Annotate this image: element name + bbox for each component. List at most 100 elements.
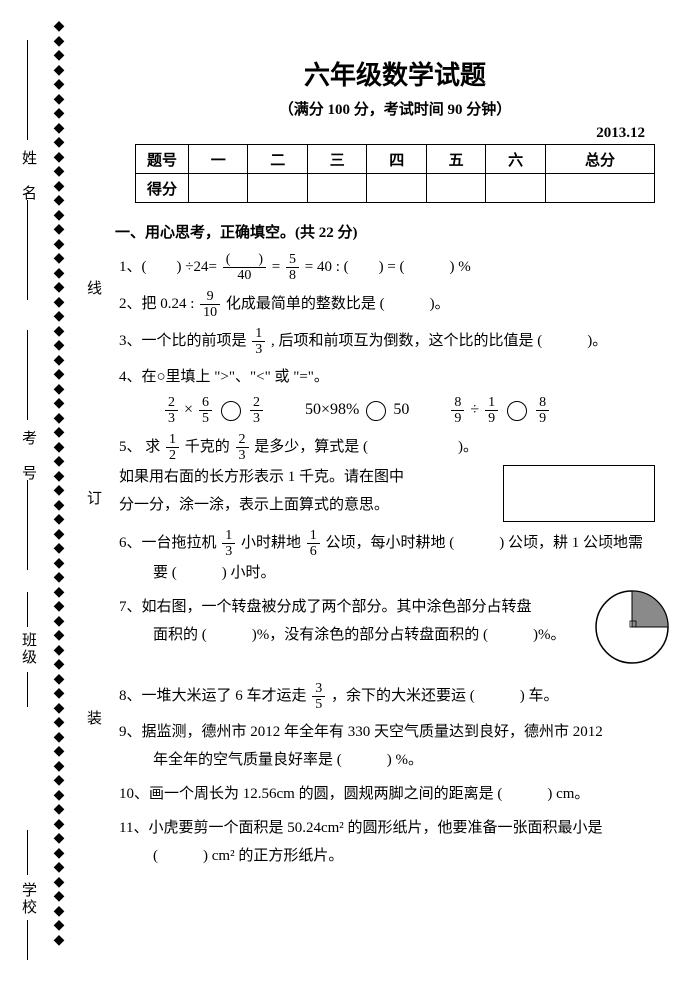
- q5f2-den: 3: [236, 448, 249, 463]
- q5-mid1: 千克的: [185, 439, 234, 455]
- subtitle: （满分 100 分，考试时间 90 分钟）: [115, 98, 675, 119]
- th-5: 五: [426, 145, 485, 174]
- th-2: 二: [248, 145, 307, 174]
- q1-tail: = 40 : ( ) = ( ) %: [305, 259, 471, 275]
- q4c1a-num: 2: [165, 395, 178, 411]
- q5-line3: 分一分，涂一涂，表示上面算式的意思。: [119, 497, 389, 513]
- th-6: 六: [486, 145, 545, 174]
- q6f2-den: 6: [307, 544, 320, 559]
- section-1-title: 一、用心思考，正确填空。(共 22 分): [115, 221, 675, 242]
- q6f1-den: 3: [222, 544, 235, 559]
- question-10: 10、画一个周长为 12.56cm 的圆，圆规两脚之间的距离是 ( ) cm。: [115, 780, 675, 808]
- score-cell-5: [426, 174, 485, 203]
- score-cell-3: [307, 174, 366, 203]
- q7-line2: 面积的 ( )%，没有涂色的部分占转盘面积的 ( )%。: [119, 621, 675, 649]
- question-7: 7、如右图，一个转盘被分成了两个部分。其中涂色部分占转盘 面积的 ( )%，没有…: [115, 593, 675, 675]
- question-1: 1、( ) ÷24= ( )40 = 58 = 40 : ( ) = ( ) %: [115, 252, 675, 283]
- q1-frac2: 58: [286, 252, 299, 283]
- q6-lead: 6、一台拖拉机: [119, 535, 220, 551]
- th-1: 一: [189, 145, 248, 174]
- q4c3-div: ÷: [470, 401, 479, 418]
- q1-frac2-num: 5: [286, 252, 299, 268]
- question-2: 2、把 0.24 : 910 化成最简单的整数比是 ( )。: [115, 289, 675, 320]
- q4c1b-num: 6: [199, 395, 212, 411]
- th-4: 四: [367, 145, 426, 174]
- td-score-label: 得分: [136, 174, 189, 203]
- q3-frac: 13: [252, 326, 265, 357]
- q2-frac-den: 10: [200, 305, 220, 320]
- q5f2-num: 2: [236, 432, 249, 448]
- name-line-bottom: [27, 200, 28, 300]
- q5-tail: 是多少，算式是 ( )。: [254, 439, 478, 455]
- q4c3a-den: 9: [451, 411, 464, 426]
- label-examno: 考 号: [18, 430, 39, 482]
- score-cell-total: [545, 174, 654, 203]
- q6f1-num: 1: [222, 528, 235, 544]
- q4c1a-den: 3: [165, 411, 178, 426]
- score-cell-6: [486, 174, 545, 203]
- q2-lead: 2、把 0.24 :: [119, 296, 198, 312]
- q1-frac1: ( )40: [223, 252, 266, 283]
- q2-tail: 化成最简单的整数比是 ( )。: [226, 296, 450, 312]
- score-table: 题号 一 二 三 四 五 六 总分 得分: [135, 144, 655, 203]
- th-label: 题号: [136, 145, 189, 174]
- q6-tail1: 公顷，每小时耕地 ( ) 公顷，耕 1 公顷地需: [326, 535, 644, 551]
- th-total: 总分: [545, 145, 654, 174]
- q11-line1: 11、小虎要剪一个面积是 50.24cm² 的圆形纸片，他要准备一张面积最小是: [119, 820, 603, 836]
- question-5: 5、 求 12 千克的 23 是多少，算式是 ( )。 如果用右面的长方形表示 …: [115, 432, 675, 522]
- q1-lead: 1、( ) ÷24=: [119, 259, 217, 275]
- q3-lead: 3、一个比的前项是: [119, 333, 250, 349]
- question-3: 3、一个比的前项是 13 , 后项和前项互为倒数，这个比的比值是 ( )。: [115, 326, 675, 357]
- circle-blank-icon: [507, 401, 527, 421]
- q4c3b-den: 9: [485, 411, 498, 426]
- q4c3r-den: 9: [536, 411, 549, 426]
- q4-title: 4、在○里填上 ">"、"<" 或 "="。: [119, 369, 329, 385]
- q4c2-left: 50×98%: [305, 401, 359, 418]
- page-title: 六年级数学试题: [115, 55, 675, 92]
- q6f2-num: 1: [307, 528, 320, 544]
- question-11: 11、小虎要剪一个面积是 50.24cm² 的圆形纸片，他要准备一张面积最小是 …: [115, 814, 675, 870]
- score-cell-1: [189, 174, 248, 203]
- q4-compare-1: 23 × 65 23: [163, 395, 265, 426]
- circle-blank-icon: [366, 401, 386, 421]
- q4c1-mul: ×: [184, 401, 193, 418]
- q3-frac-den: 3: [252, 342, 265, 357]
- class-line-top: [27, 592, 28, 627]
- q2-frac-num: 9: [200, 289, 220, 305]
- question-9: 9、据监测，德州市 2012 年全年有 330 天空气质量达到良好，德州市 20…: [115, 718, 675, 774]
- th-3: 三: [307, 145, 366, 174]
- q8-tail: ，余下的大米还要运 ( ) 车。: [331, 688, 559, 704]
- label-class: 班级: [18, 632, 39, 666]
- q2-frac: 910: [200, 289, 220, 320]
- q3-frac-num: 1: [252, 326, 265, 342]
- exam-date: 2013.12: [115, 125, 675, 142]
- q4c1r-num: 2: [250, 395, 263, 411]
- q8f-den: 5: [312, 697, 325, 712]
- q1-eq1: =: [272, 259, 284, 275]
- q4c3a-num: 8: [451, 395, 464, 411]
- examno-line-bottom: [27, 480, 28, 570]
- dash-label-zhuang: 装: [83, 710, 104, 725]
- q9-line2: 年全年的空气质量良好率是 ( ) %。: [119, 746, 675, 774]
- q8-lead: 8、一堆大米运了 6 车才运走: [119, 688, 310, 704]
- q4c1b-den: 5: [199, 411, 212, 426]
- class-line-bottom: [27, 672, 28, 707]
- pie-chart-icon: [594, 589, 670, 675]
- q4-compare-3: 89 ÷ 19 89: [449, 395, 551, 426]
- label-name: 姓 名: [18, 150, 39, 202]
- q5f1-num: 1: [166, 432, 179, 448]
- q4-compare-2: 50×98% 50: [305, 396, 409, 424]
- dash-label-xian: 线: [83, 280, 104, 295]
- school-line-top: [27, 830, 28, 875]
- q6-mid1: 小时耕地: [241, 535, 305, 551]
- score-cell-4: [367, 174, 426, 203]
- q3-tail: , 后项和前项互为倒数，这个比的比值是 ( )。: [271, 333, 607, 349]
- q4c3r-num: 8: [536, 395, 549, 411]
- q4c2-right: 50: [393, 401, 409, 418]
- q9-line1: 9、据监测，德州市 2012 年全年有 330 天空气质量达到良好，德州市 20…: [119, 724, 603, 740]
- score-cell-2: [248, 174, 307, 203]
- school-line-bottom: [27, 920, 28, 960]
- q7-line1: 7、如右图，一个转盘被分成了两个部分。其中涂色部分占转盘: [119, 599, 532, 615]
- question-6: 6、一台拖拉机 13 小时耕地 16 公顷，每小时耕地 ( ) 公顷，耕 1 公…: [115, 528, 675, 587]
- question-8: 8、一堆大米运了 6 车才运走 35 ，余下的大米还要运 ( ) 车。: [115, 681, 675, 712]
